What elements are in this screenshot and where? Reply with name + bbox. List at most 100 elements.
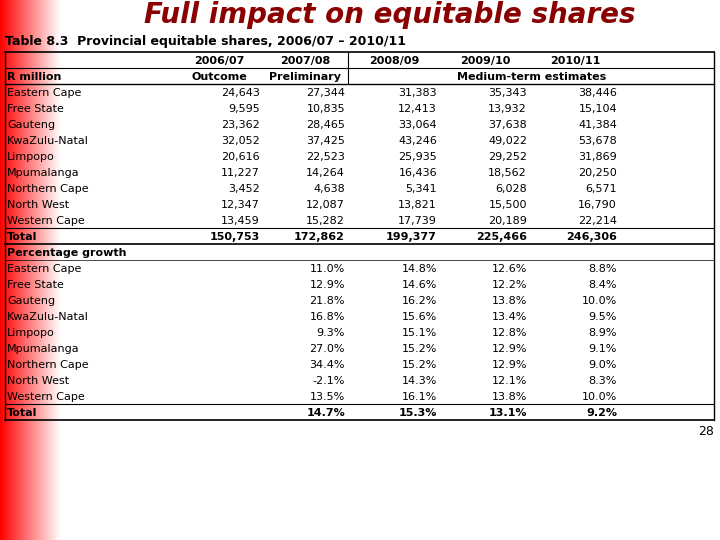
Bar bbox=[39, 0, 40, 540]
Text: 12.9%: 12.9% bbox=[492, 360, 527, 370]
Text: 9.5%: 9.5% bbox=[589, 312, 617, 322]
Text: 15.1%: 15.1% bbox=[402, 328, 437, 338]
Text: Percentage growth: Percentage growth bbox=[7, 248, 127, 258]
Text: 12,413: 12,413 bbox=[398, 104, 437, 114]
Text: 12.1%: 12.1% bbox=[492, 376, 527, 386]
Text: 16.2%: 16.2% bbox=[402, 296, 437, 306]
Text: 14.7%: 14.7% bbox=[306, 408, 345, 418]
Text: R million: R million bbox=[7, 72, 61, 82]
Bar bbox=[56, 0, 57, 540]
Text: 32,052: 32,052 bbox=[221, 136, 260, 146]
Text: 38,446: 38,446 bbox=[578, 88, 617, 98]
Bar bbox=[1, 0, 2, 540]
Text: 9,595: 9,595 bbox=[228, 104, 260, 114]
Text: Medium-term estimates: Medium-term estimates bbox=[457, 72, 606, 82]
Text: 225,466: 225,466 bbox=[476, 232, 527, 242]
Bar bbox=[52, 0, 53, 540]
Bar bbox=[49, 0, 50, 540]
Text: 3,452: 3,452 bbox=[228, 184, 260, 194]
Text: North West: North West bbox=[7, 200, 69, 210]
Text: 15,500: 15,500 bbox=[488, 200, 527, 210]
Bar bbox=[25, 0, 26, 540]
Text: 24,643: 24,643 bbox=[221, 88, 260, 98]
Text: 12.9%: 12.9% bbox=[492, 344, 527, 354]
Text: 246,306: 246,306 bbox=[566, 232, 617, 242]
Text: 9.1%: 9.1% bbox=[589, 344, 617, 354]
Text: 2007/08: 2007/08 bbox=[280, 56, 330, 66]
Bar bbox=[58, 0, 59, 540]
Text: 16.1%: 16.1% bbox=[402, 392, 437, 402]
Text: Western Cape: Western Cape bbox=[7, 216, 85, 226]
Text: Mpumalanga: Mpumalanga bbox=[7, 344, 80, 354]
Text: 9.2%: 9.2% bbox=[586, 408, 617, 418]
Text: Gauteng: Gauteng bbox=[7, 120, 55, 130]
Text: Free State: Free State bbox=[7, 104, 64, 114]
Bar bbox=[5, 0, 6, 540]
Text: 17,739: 17,739 bbox=[398, 216, 437, 226]
Bar bbox=[17, 0, 18, 540]
Text: 15.6%: 15.6% bbox=[402, 312, 437, 322]
Bar bbox=[46, 0, 47, 540]
Bar bbox=[19, 0, 20, 540]
Text: 20,189: 20,189 bbox=[488, 216, 527, 226]
Text: 15.2%: 15.2% bbox=[402, 344, 437, 354]
Text: Free State: Free State bbox=[7, 280, 64, 290]
Bar bbox=[11, 0, 12, 540]
Text: 13.8%: 13.8% bbox=[492, 392, 527, 402]
Text: 150,753: 150,753 bbox=[210, 232, 260, 242]
Bar bbox=[6, 0, 7, 540]
Text: 34.4%: 34.4% bbox=[310, 360, 345, 370]
Text: 41,384: 41,384 bbox=[578, 120, 617, 130]
Text: Table 8.3  Provincial equitable shares, 2006/07 – 2010/11: Table 8.3 Provincial equitable shares, 2… bbox=[5, 36, 406, 49]
Bar bbox=[57, 0, 58, 540]
Text: Western Cape: Western Cape bbox=[7, 392, 85, 402]
Text: 12.9%: 12.9% bbox=[310, 280, 345, 290]
Text: Eastern Cape: Eastern Cape bbox=[7, 264, 81, 274]
Text: 11.0%: 11.0% bbox=[310, 264, 345, 274]
Text: 13,932: 13,932 bbox=[488, 104, 527, 114]
Text: 22,523: 22,523 bbox=[306, 152, 345, 162]
Text: 15.2%: 15.2% bbox=[402, 360, 437, 370]
Bar bbox=[28, 0, 29, 540]
Text: 15.3%: 15.3% bbox=[399, 408, 437, 418]
Text: 13,821: 13,821 bbox=[398, 200, 437, 210]
Text: 20,616: 20,616 bbox=[221, 152, 260, 162]
Text: 31,383: 31,383 bbox=[398, 88, 437, 98]
Bar bbox=[31, 0, 32, 540]
Bar bbox=[53, 0, 54, 540]
Text: 28: 28 bbox=[698, 425, 714, 438]
Text: 37,425: 37,425 bbox=[306, 136, 345, 146]
Bar bbox=[29, 0, 30, 540]
Bar bbox=[35, 0, 36, 540]
Bar bbox=[26, 0, 27, 540]
Bar bbox=[32, 0, 33, 540]
Text: 15,104: 15,104 bbox=[578, 104, 617, 114]
Text: 8.3%: 8.3% bbox=[589, 376, 617, 386]
Bar bbox=[42, 0, 43, 540]
Bar bbox=[54, 0, 55, 540]
Text: 49,022: 49,022 bbox=[488, 136, 527, 146]
Bar bbox=[37, 0, 38, 540]
Text: 2010/11: 2010/11 bbox=[550, 56, 600, 66]
Text: 18,562: 18,562 bbox=[488, 168, 527, 178]
Text: Mpumalanga: Mpumalanga bbox=[7, 168, 80, 178]
Text: 31,869: 31,869 bbox=[578, 152, 617, 162]
Bar bbox=[43, 0, 44, 540]
Bar bbox=[36, 0, 37, 540]
Text: 13.4%: 13.4% bbox=[492, 312, 527, 322]
Bar bbox=[18, 0, 19, 540]
Bar bbox=[51, 0, 52, 540]
Bar bbox=[3, 0, 4, 540]
Bar bbox=[16, 0, 17, 540]
Text: 25,935: 25,935 bbox=[398, 152, 437, 162]
Bar bbox=[47, 0, 48, 540]
Text: 12.6%: 12.6% bbox=[492, 264, 527, 274]
Text: 12.2%: 12.2% bbox=[492, 280, 527, 290]
Text: 14.6%: 14.6% bbox=[402, 280, 437, 290]
Text: Preliminary: Preliminary bbox=[269, 72, 341, 82]
Text: -2.1%: -2.1% bbox=[312, 376, 345, 386]
Text: 27.0%: 27.0% bbox=[310, 344, 345, 354]
Bar bbox=[2, 0, 3, 540]
Text: 199,377: 199,377 bbox=[386, 232, 437, 242]
Bar bbox=[38, 0, 39, 540]
